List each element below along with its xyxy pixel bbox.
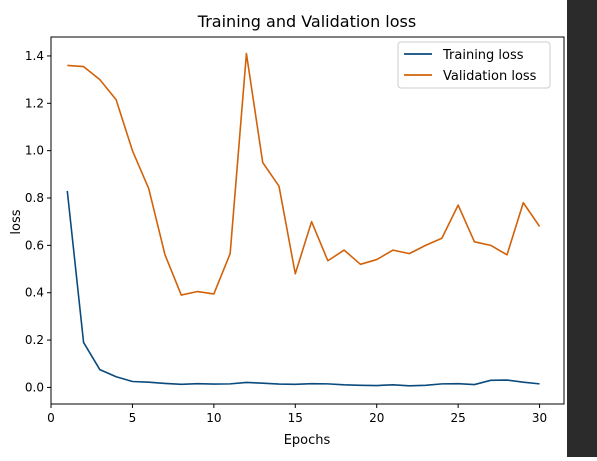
x-tick-label: 20 — [369, 411, 384, 425]
x-tick-label: 15 — [288, 411, 303, 425]
y-tick-label: 0.6 — [25, 238, 44, 252]
dark-side-panel — [567, 0, 597, 457]
loss-chart: Training and Validation loss 0.00.20.40.… — [9, 12, 565, 448]
y-tick-label: 0.0 — [25, 380, 44, 394]
legend-label: Training loss — [442, 48, 524, 63]
y-tick-label: 1.2 — [25, 96, 44, 110]
x-tick-label: 5 — [129, 411, 137, 425]
y-axis-ticks: 0.0 0.2 0.4 0.6 0.8 1.0 1.2 1.4 — [25, 49, 51, 394]
y-axis-label: loss — [9, 209, 24, 234]
x-axis-label: Epochs — [284, 433, 331, 448]
y-tick-label: 0.4 — [25, 286, 44, 300]
x-tick-label: 30 — [532, 411, 547, 425]
legend-label: Validation loss — [443, 69, 537, 84]
x-tick-label: 10 — [206, 411, 221, 425]
legend-box — [397, 41, 551, 89]
plot-frame — [50, 36, 565, 405]
x-tick-label: 0 — [47, 411, 55, 425]
chart-figure: Training and Validation loss 0.0 0.2 0.4 0.… — [9, 12, 565, 448]
x-tick-label: 25 — [451, 411, 466, 425]
chart-title: Training and Validation loss — [197, 12, 416, 31]
y-tick-label: 1.0 — [25, 144, 44, 158]
y-tick-label: 1.4 — [25, 49, 44, 63]
y-tick-label: 0.2 — [25, 333, 44, 347]
y-tick-label: 0.8 — [25, 191, 44, 205]
x-axis-ticks: 0 5 10 15 20 25 30 — [47, 404, 547, 425]
training-loss-line — [66, 190, 540, 387]
legend: Training loss Validation loss — [397, 41, 551, 89]
validation-loss-line — [67, 52, 541, 296]
series-lines — [66, 52, 541, 387]
